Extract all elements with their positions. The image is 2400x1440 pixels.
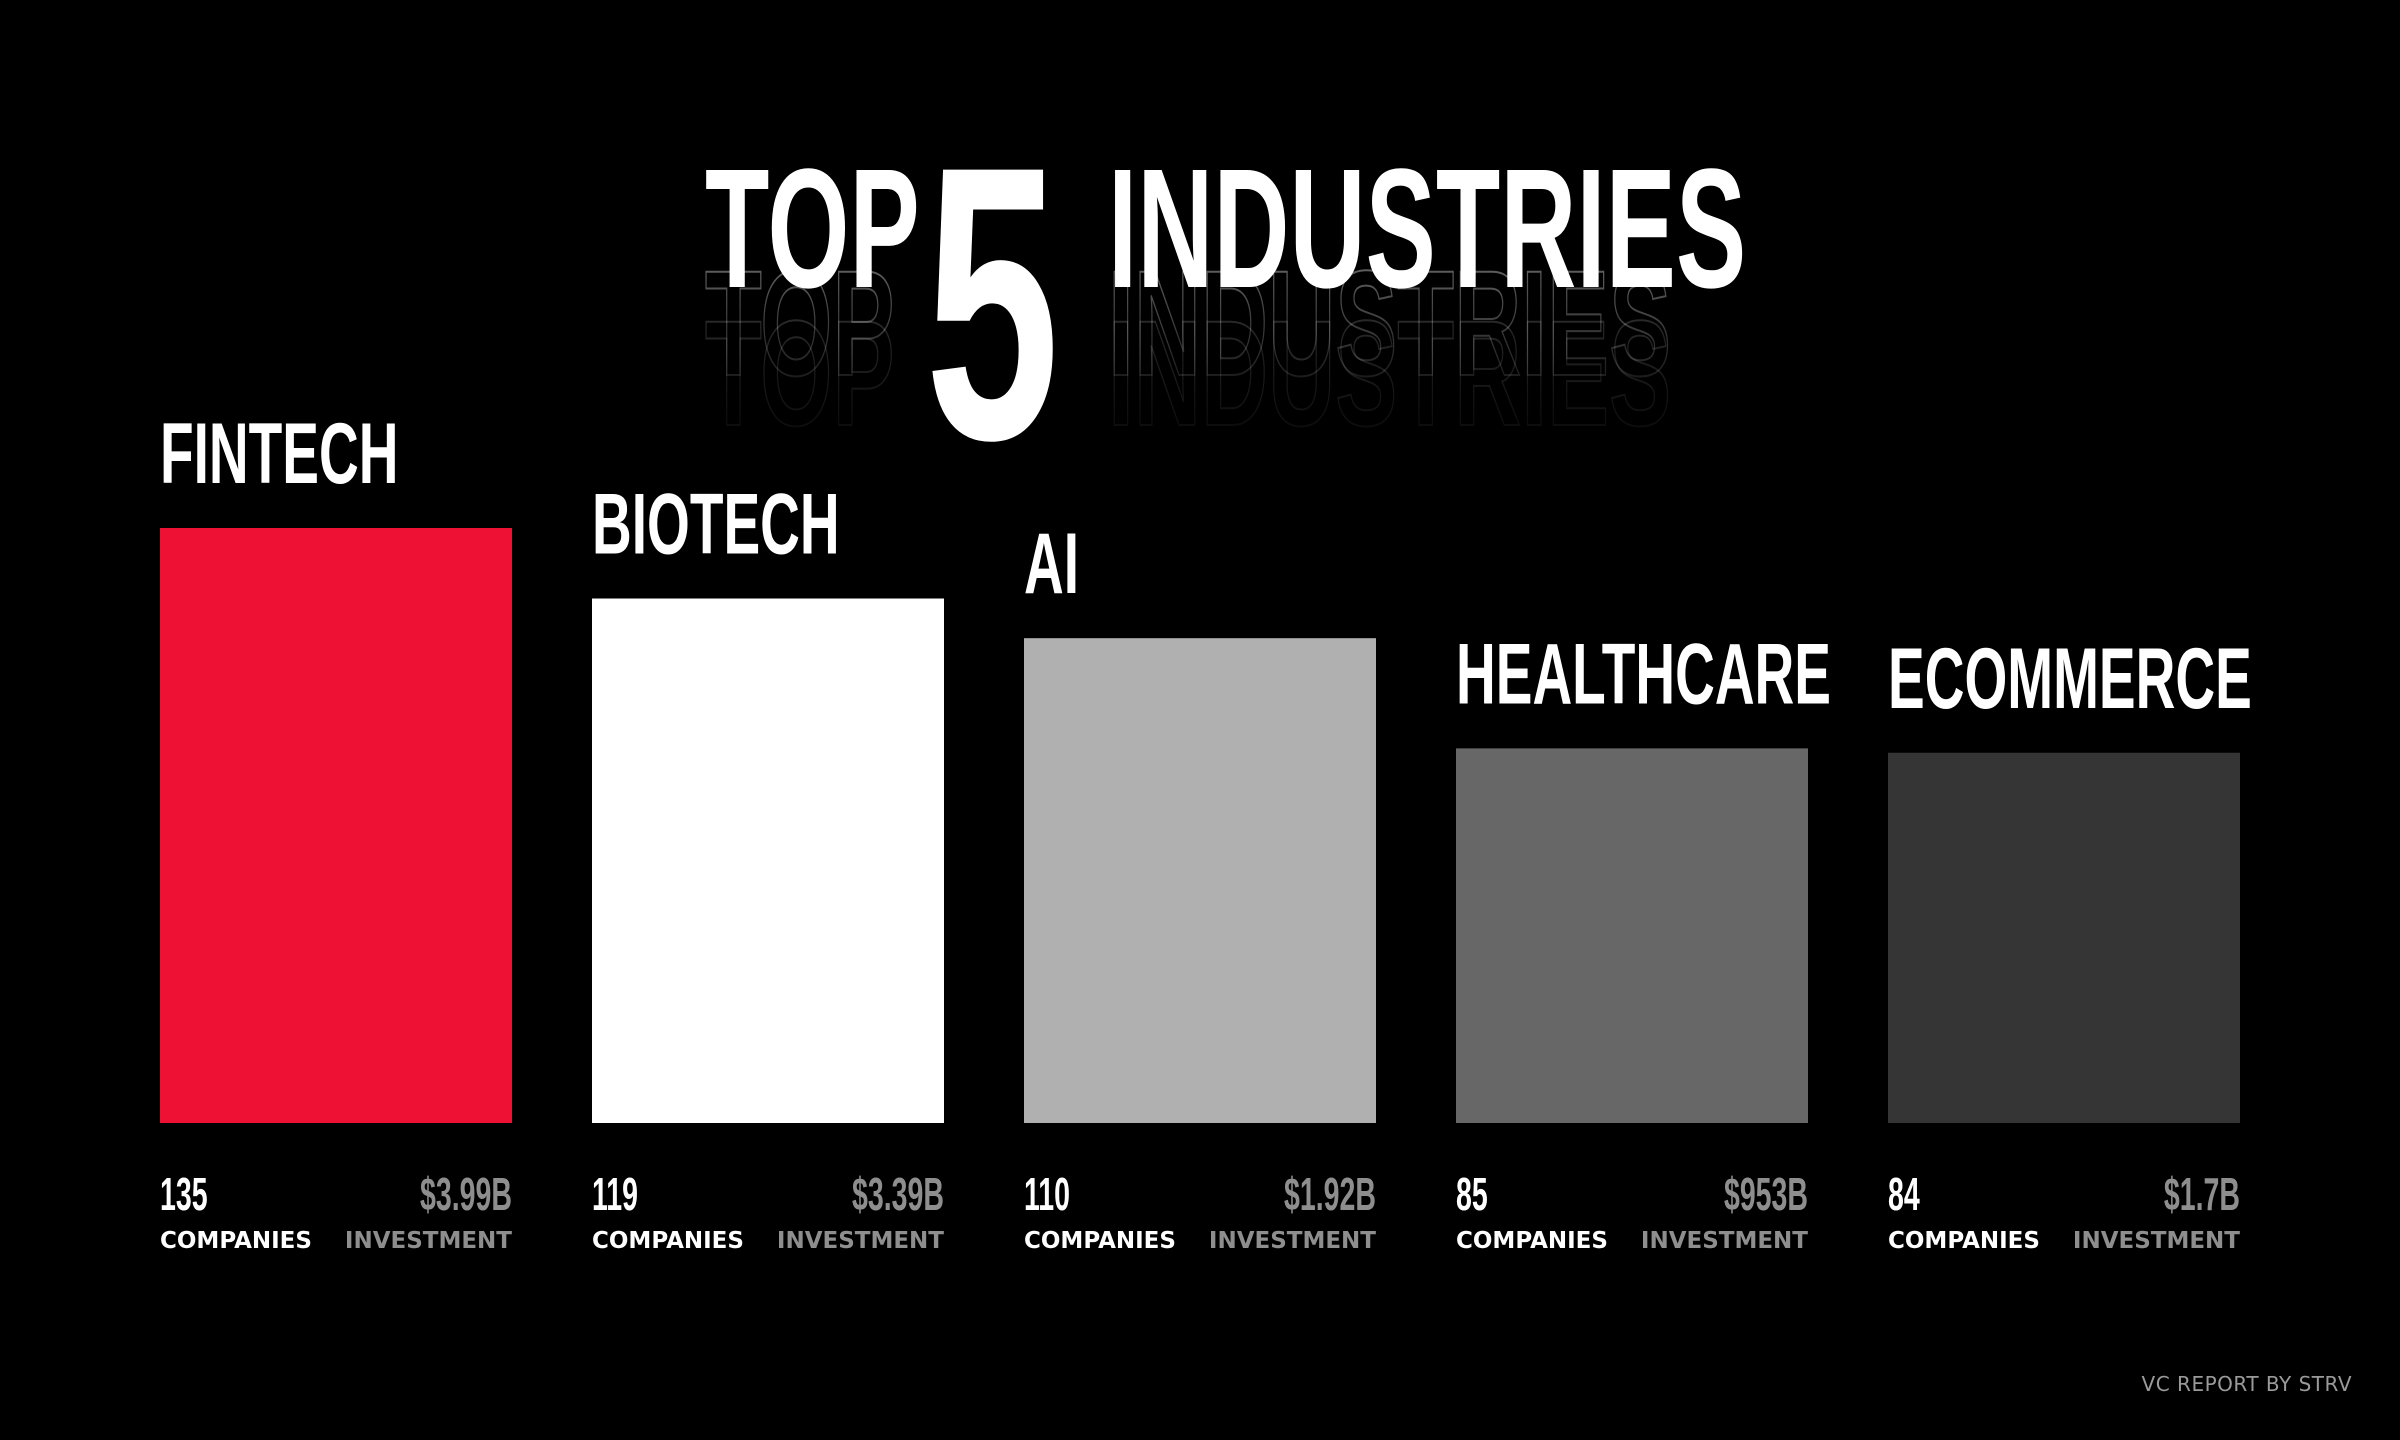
companies-value-ecommerce: 84 bbox=[1888, 1169, 1920, 1221]
companies-value-ai: 110 bbox=[1024, 1169, 1070, 1221]
title-echo-industries-2: INDUSTRIES bbox=[1108, 290, 1671, 457]
title-number: 5 bbox=[925, 85, 1059, 521]
investment-label-biotech: INVESTMENT bbox=[777, 1228, 944, 1254]
investment-label-fintech: INVESTMENT bbox=[345, 1228, 512, 1254]
investment-label-healthcare: INVESTMENT bbox=[1641, 1228, 1808, 1254]
title-word-industries: INDUSTRIES bbox=[1108, 133, 1746, 323]
category-label-biotech: BIOTECH bbox=[592, 477, 840, 572]
investment-value-ai: $1.92B bbox=[1284, 1169, 1376, 1221]
investment-label-ecommerce: INVESTMENT bbox=[2073, 1228, 2240, 1254]
companies-label-biotech: COMPANIES bbox=[592, 1228, 744, 1254]
title-echo-top-2: TOP bbox=[705, 290, 894, 457]
bar-ecommerce bbox=[1888, 752, 2240, 1123]
companies-label-ai: COMPANIES bbox=[1024, 1228, 1176, 1254]
title-word-top: TOP bbox=[705, 133, 920, 323]
category-label-ai: AI bbox=[1024, 517, 1079, 612]
bar-biotech bbox=[592, 598, 944, 1123]
labels-group: FINTECH 135 $3.99B COMPANIES INVESTMENT BIOTE… bbox=[160, 407, 2252, 1254]
category-label-healthcare: HEALTHCARE bbox=[1456, 627, 1831, 722]
credit-text: VC REPORT BY STRV bbox=[2141, 1372, 2352, 1396]
companies-value-biotech: 119 bbox=[592, 1169, 638, 1221]
investment-value-ecommerce: $1.7B bbox=[2164, 1169, 2240, 1221]
chart-title: TOP INDUSTRIES TOP INDUSTRIES TOP 5 INDUSTRIES bbox=[704, 85, 1746, 521]
bar-healthcare bbox=[1456, 748, 1808, 1123]
category-label-ecommerce: ECOMMERCE bbox=[1888, 632, 2252, 727]
companies-label-fintech: COMPANIES bbox=[160, 1228, 312, 1254]
title-echo-industries-1: INDUSTRIES bbox=[1108, 240, 1671, 407]
category-label-fintech: FINTECH bbox=[160, 407, 398, 502]
investment-value-fintech: $3.99B bbox=[420, 1169, 512, 1221]
bar-fintech bbox=[160, 528, 512, 1123]
companies-value-fintech: 135 bbox=[160, 1169, 208, 1221]
companies-label-healthcare: COMPANIES bbox=[1456, 1228, 1608, 1254]
bars-group bbox=[160, 528, 2240, 1123]
title-echo-top-1: TOP bbox=[705, 240, 894, 407]
bar-ai bbox=[1024, 638, 1376, 1123]
companies-label-ecommerce: COMPANIES bbox=[1888, 1228, 2040, 1254]
companies-value-healthcare: 85 bbox=[1456, 1169, 1488, 1221]
investment-value-biotech: $3.39B bbox=[852, 1169, 944, 1221]
investment-value-healthcare: $953B bbox=[1724, 1169, 1808, 1221]
investment-label-ai: INVESTMENT bbox=[1209, 1228, 1376, 1254]
